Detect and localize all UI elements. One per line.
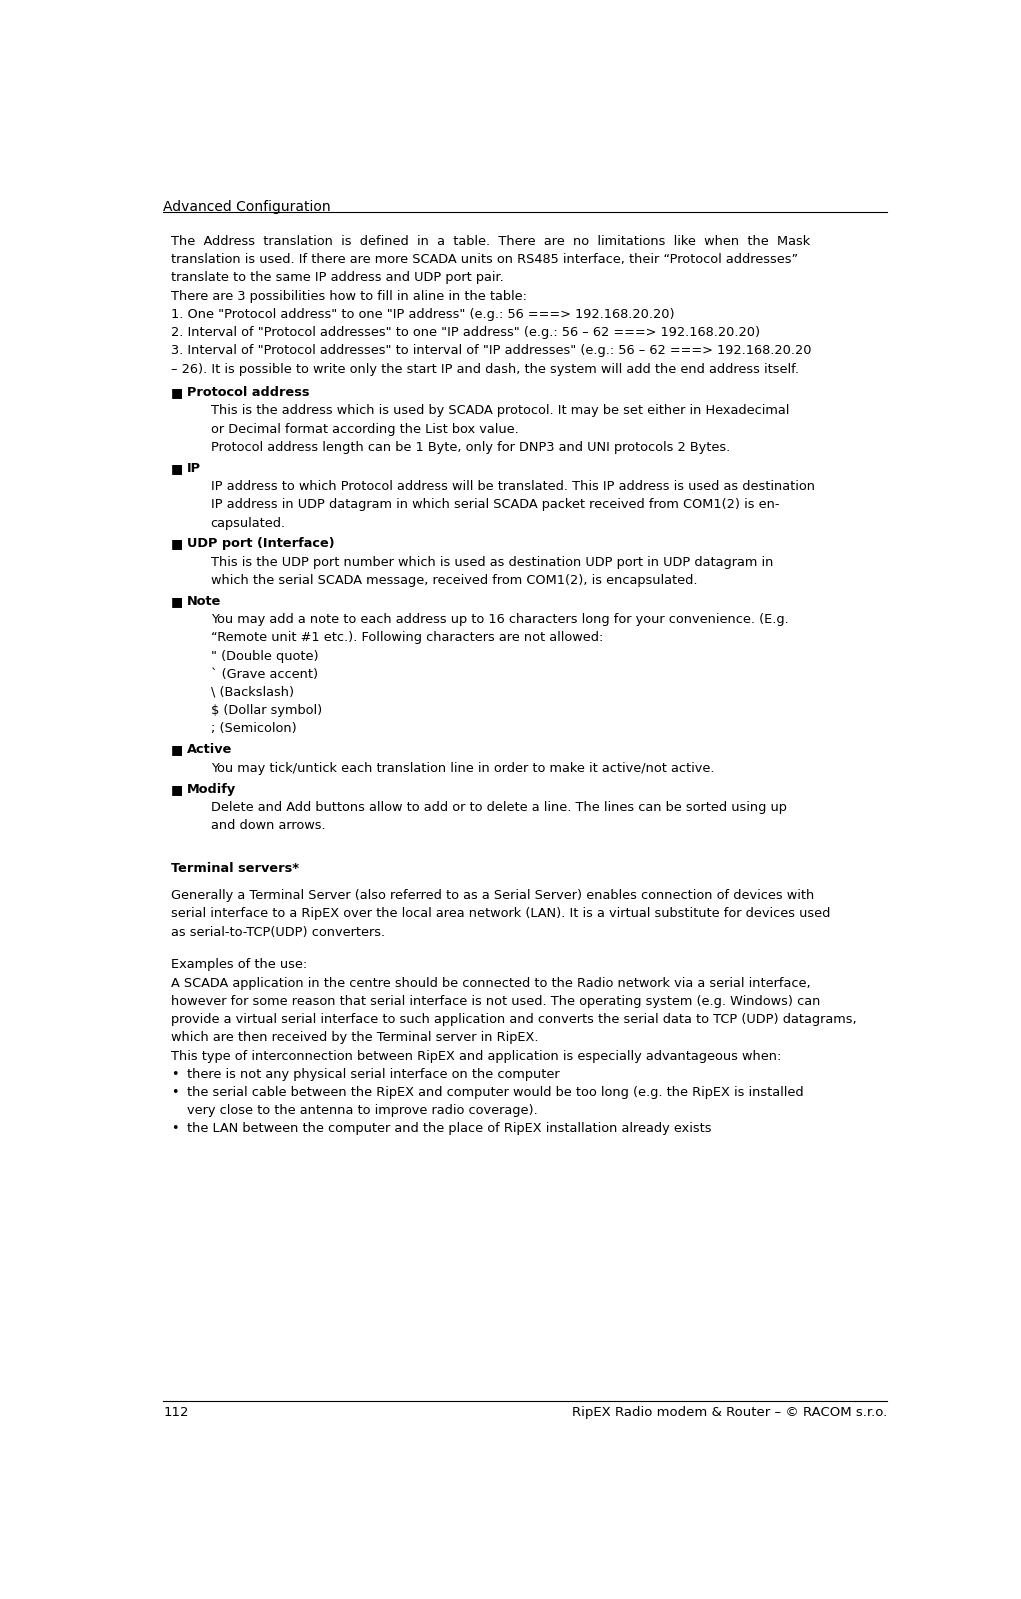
Text: You may tick/untick each translation line in order to make it active/not active.: You may tick/untick each translation lin… xyxy=(210,761,715,774)
Text: there is not any physical serial interface on the computer: there is not any physical serial interfa… xyxy=(187,1068,560,1081)
Text: You may add a note to each address up to 16 characters long for your convenience: You may add a note to each address up to… xyxy=(210,612,788,627)
Text: – 26). It is possible to write only the start IP and dash, the system will add t: – 26). It is possible to write only the … xyxy=(172,363,799,376)
Text: 3. Interval of "Protocol addresses" to interval of "IP addresses" (e.g.: 56 – 62: 3. Interval of "Protocol addresses" to i… xyxy=(172,344,812,357)
Text: \ (Backslash): \ (Backslash) xyxy=(210,686,294,699)
Text: translate to the same IP address and UDP port pair.: translate to the same IP address and UDP… xyxy=(172,272,504,285)
Text: which the serial SCADA message, received from COM1(2), is encapsulated.: which the serial SCADA message, received… xyxy=(210,574,697,587)
Text: or Decimal format according the List box value.: or Decimal format according the List box… xyxy=(210,422,519,435)
Text: A SCADA application in the centre should be connected to the Radio network via a: A SCADA application in the centre should… xyxy=(172,977,811,990)
Text: This is the UDP port number which is used as destination UDP port in UDP datagra: This is the UDP port number which is use… xyxy=(210,556,773,569)
Text: This is the address which is used by SCADA protocol. It may be set either in Hex: This is the address which is used by SCA… xyxy=(210,405,789,417)
Text: ■: ■ xyxy=(172,462,184,475)
Text: Delete and Add buttons allow to add or to delete a line. The lines can be sorted: Delete and Add buttons allow to add or t… xyxy=(210,801,786,814)
Text: 1. One "Protocol address" to one "IP address" (e.g.: 56 ===> 192.168.20.20): 1. One "Protocol address" to one "IP add… xyxy=(172,309,675,321)
Text: ■: ■ xyxy=(172,387,184,400)
Text: RipEX Radio modem & Router – © RACOM s.r.o.: RipEX Radio modem & Router – © RACOM s.r… xyxy=(572,1406,887,1418)
Text: $ (Dollar symbol): $ (Dollar symbol) xyxy=(210,704,322,718)
Text: •: • xyxy=(172,1122,179,1135)
Text: Protocol address length can be 1 Byte, only for DNP3 and UNI protocols 2 Bytes.: Protocol address length can be 1 Byte, o… xyxy=(210,441,730,454)
Text: the serial cable between the RipEX and computer would be too long (e.g. the RipE: the serial cable between the RipEX and c… xyxy=(187,1086,804,1099)
Text: ` (Grave accent): ` (Grave accent) xyxy=(210,668,318,681)
Text: “Remote unit #1 etc.). Following characters are not allowed:: “Remote unit #1 etc.). Following charact… xyxy=(210,632,603,644)
Text: the LAN between the computer and the place of RipEX installation already exists: the LAN between the computer and the pla… xyxy=(187,1122,712,1135)
Text: Advanced Configuration: Advanced Configuration xyxy=(163,200,331,214)
Text: UDP port (Interface): UDP port (Interface) xyxy=(187,537,335,550)
Text: IP address in UDP datagram in which serial SCADA packet received from COM1(2) is: IP address in UDP datagram in which seri… xyxy=(210,499,779,512)
Text: ■: ■ xyxy=(172,782,184,796)
Text: Terminal servers*: Terminal servers* xyxy=(172,862,299,875)
Text: ■: ■ xyxy=(172,595,184,608)
Text: Protocol address: Protocol address xyxy=(187,387,309,400)
Text: IP address to which Protocol address will be translated. This IP address is used: IP address to which Protocol address wil… xyxy=(210,480,815,492)
Text: There are 3 possibilities how to fill in aline in the table:: There are 3 possibilities how to fill in… xyxy=(172,289,527,302)
Text: Examples of the use:: Examples of the use: xyxy=(172,958,307,972)
Text: capsulated.: capsulated. xyxy=(210,516,286,529)
Text: 2. Interval of "Protocol addresses" to one "IP address" (e.g.: 56 – 62 ===> 192.: 2. Interval of "Protocol addresses" to o… xyxy=(172,326,761,339)
Text: very close to the antenna to improve radio coverage).: very close to the antenna to improve rad… xyxy=(187,1105,538,1118)
Text: ■: ■ xyxy=(172,537,184,550)
Text: The  Address  translation  is  defined  in  a  table.  There  are  no  limitatio: The Address translation is defined in a … xyxy=(172,235,811,248)
Text: serial interface to a RipEX over the local area network (LAN). It is a virtual s: serial interface to a RipEX over the loc… xyxy=(172,907,830,921)
Text: and down arrows.: and down arrows. xyxy=(210,819,326,831)
Text: •: • xyxy=(172,1086,179,1099)
Text: 112: 112 xyxy=(163,1406,189,1418)
Text: ; (Semicolon): ; (Semicolon) xyxy=(210,723,296,736)
Text: provide a virtual serial interface to such application and converts the serial d: provide a virtual serial interface to su… xyxy=(172,1014,857,1027)
Text: •: • xyxy=(172,1068,179,1081)
Text: IP: IP xyxy=(187,462,201,475)
Text: Generally a Terminal Server (also referred to as a Serial Server) enables connec: Generally a Terminal Server (also referr… xyxy=(172,889,815,902)
Text: Active: Active xyxy=(187,744,233,756)
Text: Note: Note xyxy=(187,595,222,608)
Text: This type of interconnection between RipEX and application is especially advanta: This type of interconnection between Rip… xyxy=(172,1049,781,1062)
Text: Modify: Modify xyxy=(187,782,236,796)
Text: as serial-to-TCP(UDP) converters.: as serial-to-TCP(UDP) converters. xyxy=(172,926,385,939)
Text: translation is used. If there are more SCADA units on RS485 interface, their “Pr: translation is used. If there are more S… xyxy=(172,253,798,265)
Text: " (Double quote): " (Double quote) xyxy=(210,649,319,662)
Text: which are then received by the Terminal server in RipEX.: which are then received by the Terminal … xyxy=(172,1031,539,1044)
Text: however for some reason that serial interface is not used. The operating system : however for some reason that serial inte… xyxy=(172,995,821,1007)
Text: ■: ■ xyxy=(172,744,184,756)
